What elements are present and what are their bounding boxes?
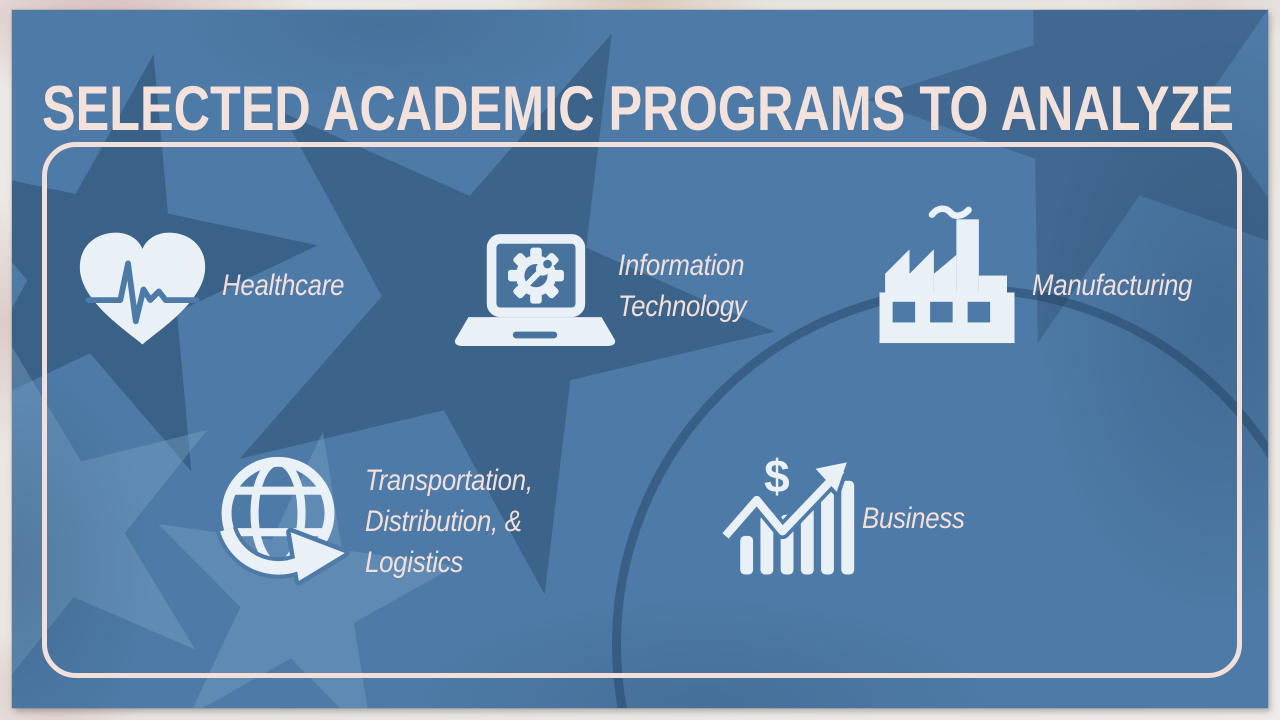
- slide-panel: [12, 10, 1268, 708]
- globe-arrow-icon: [213, 448, 353, 593]
- program-label-manufacturing: Manufacturing: [1032, 269, 1193, 302]
- dollar-sign-glyph: $: [764, 450, 790, 502]
- bar-chart-dollar-icon: $: [718, 444, 858, 580]
- page-title: SELECTED ACADEMIC PROGRAMS TO ANALYZE: [42, 74, 1234, 145]
- laptop-gear-icon: [453, 232, 617, 353]
- program-item-information-technology: [453, 232, 617, 353]
- program-label-transportation-distribution-logistics: Transportation, Distribution, & Logistic…: [365, 464, 533, 579]
- program-label-business: Business: [862, 502, 965, 535]
- program-item-healthcare: [75, 228, 210, 350]
- factory-icon: [872, 205, 1022, 347]
- content-frame: [42, 142, 1242, 678]
- program-label-information-technology: Information Technology: [618, 249, 747, 323]
- heart-pulse-icon: [75, 228, 210, 350]
- program-item-manufacturing: [872, 205, 1022, 347]
- program-label-healthcare: Healthcare: [222, 269, 345, 302]
- program-item-business: $: [718, 444, 858, 580]
- program-item-transportation-distribution-logistics: [213, 448, 353, 593]
